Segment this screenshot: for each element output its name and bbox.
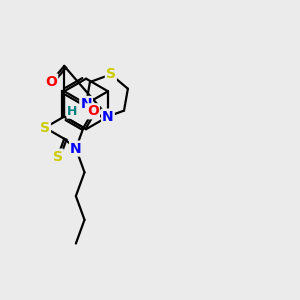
Text: S: S — [40, 121, 50, 135]
Text: S: S — [106, 68, 116, 81]
Text: O: O — [45, 74, 57, 88]
Text: S: S — [53, 150, 63, 164]
Text: N: N — [70, 142, 82, 156]
Text: O: O — [87, 104, 99, 118]
Text: N: N — [80, 97, 92, 111]
Text: H: H — [68, 105, 78, 118]
Text: N: N — [102, 110, 114, 124]
